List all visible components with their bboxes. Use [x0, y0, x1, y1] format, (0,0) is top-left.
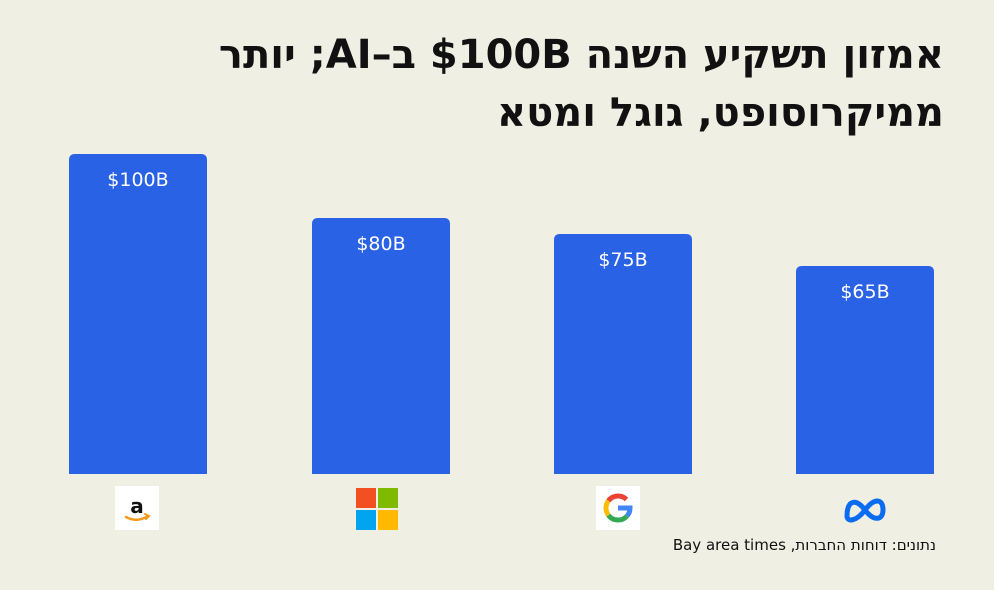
bar-chart: $100B $80B $75B $65B [69, 154, 934, 474]
source-note: נתונים: דוחות החברות, Bay area times [672, 536, 936, 554]
bar-value-label: $100B [107, 169, 168, 191]
meta-logo-icon [842, 486, 886, 530]
bar-meta [796, 266, 934, 474]
google-logo-icon [596, 486, 640, 530]
bar-value-label: $75B [598, 249, 647, 271]
bar-microsoft [312, 218, 450, 474]
bar-amazon [69, 154, 207, 474]
bar-value-label: $65B [840, 281, 889, 303]
bar-google [554, 234, 692, 474]
chart-title: אמזון תשקיע השנה $100B ב–AI; יותר ממיקרו… [218, 32, 944, 136]
microsoft-logo-icon [356, 488, 400, 532]
svg-text:a: a [130, 494, 144, 518]
amazon-logo-icon: a [115, 486, 159, 530]
bar-value-label: $80B [356, 233, 405, 255]
